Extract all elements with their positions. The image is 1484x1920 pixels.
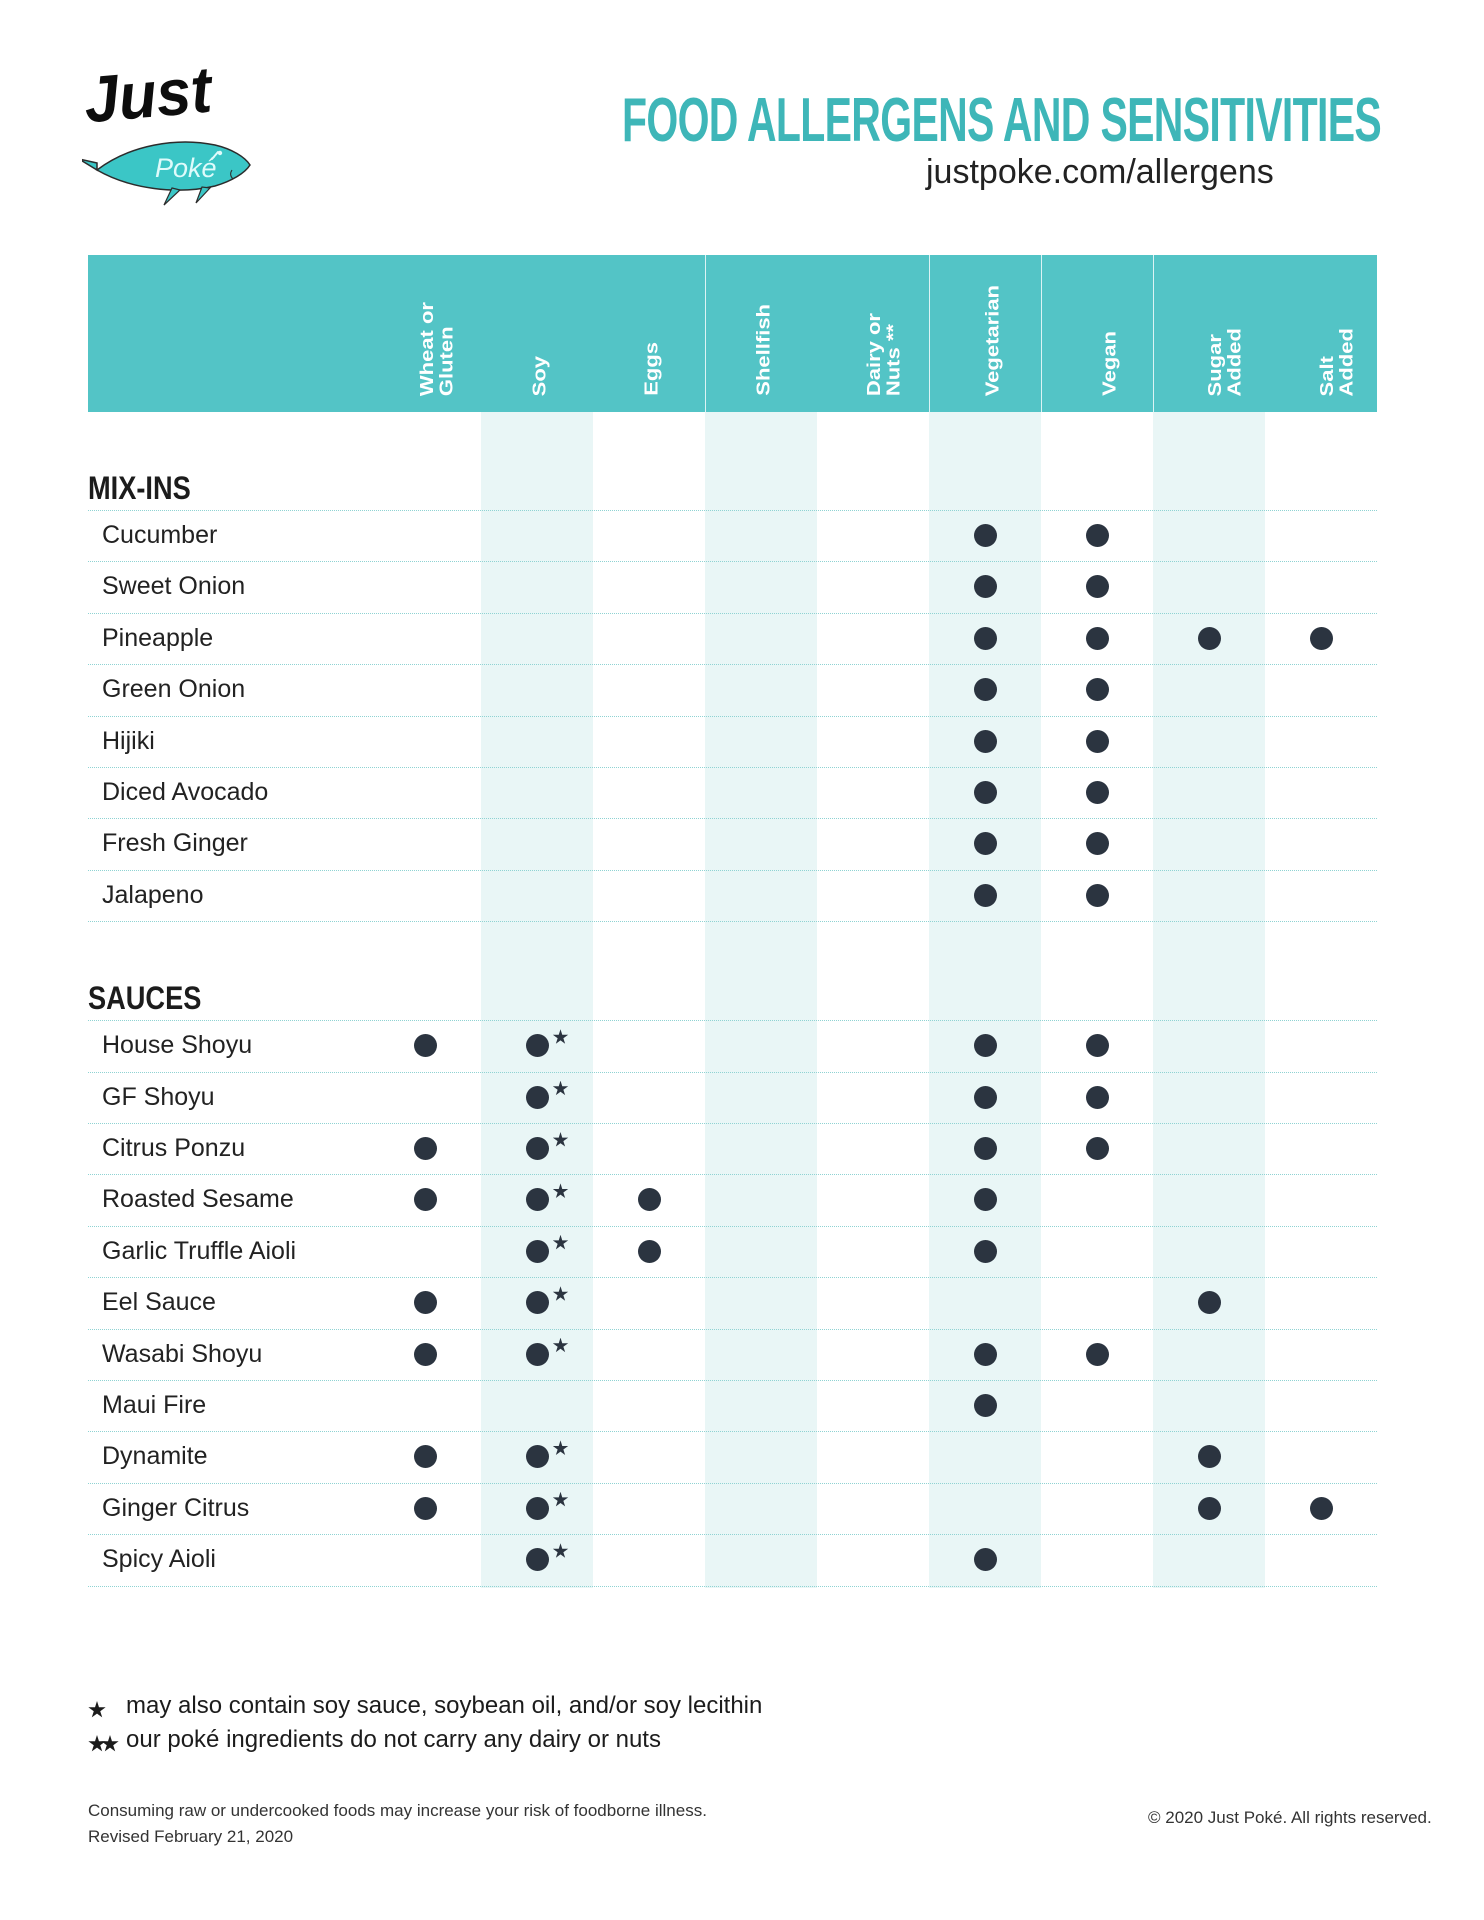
svg-text:Poké: Poké: [155, 153, 217, 183]
